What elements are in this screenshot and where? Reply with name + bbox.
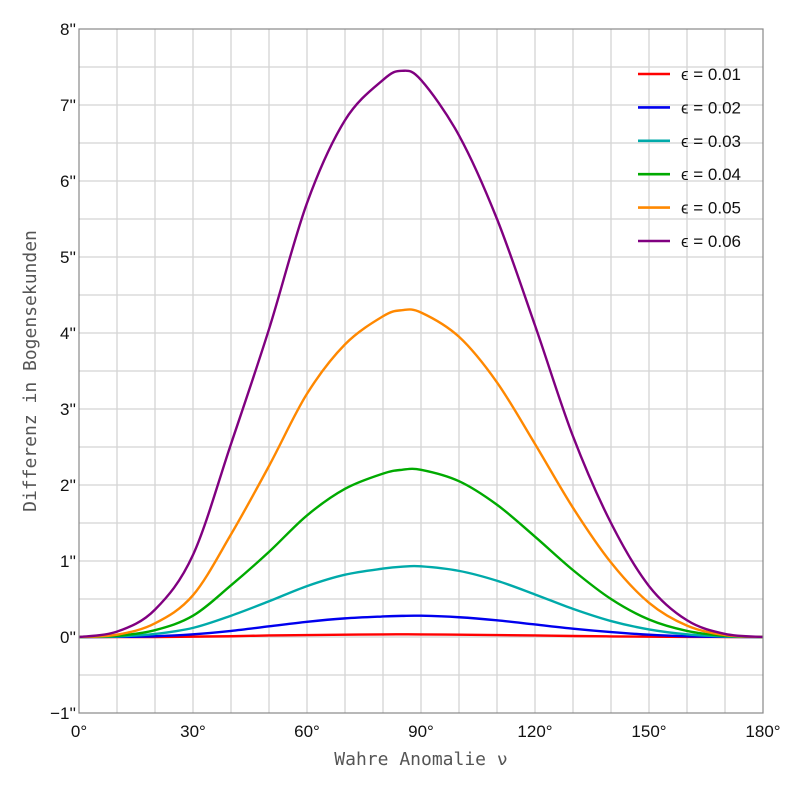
series-line: [79, 633, 764, 639]
series-line: [78, 308, 764, 639]
legend: ϵ = 0.01 ϵ = 0.02 ϵ = 0.03 ϵ = 0.04 ϵ = 0.05…: [638, 65, 741, 251]
y-axis-ticks: −1'' 0'' 1'' 2'' 3'' 4'' 5'' 6'' 7'' 8'': [50, 20, 76, 723]
y-tick-label: 5'': [60, 248, 76, 267]
series-line: [78, 467, 764, 639]
plot-frame: [78, 28, 764, 714]
series-lines: [78, 69, 764, 639]
legend-label: ϵ = 0.04: [681, 165, 741, 184]
y-tick-label: −1'': [50, 704, 76, 723]
x-tick-label: 120°: [517, 722, 552, 741]
y-tick-label: 8'': [60, 20, 76, 39]
series-line: [78, 614, 764, 639]
x-tick-label: 30°: [180, 722, 206, 741]
x-tick-label: 150°: [631, 722, 666, 741]
legend-label: ϵ = 0.01: [681, 65, 741, 84]
x-axis-ticks: 0° 30° 60° 90° 120° 150° 180°: [71, 722, 781, 741]
legend-label: ϵ = 0.03: [681, 132, 741, 151]
y-tick-label: 0'': [60, 628, 76, 647]
y-tick-label: 3'': [60, 400, 76, 419]
y-axis-label: Differenz in Bogensekunden: [20, 230, 41, 512]
legend-label: ϵ = 0.05: [681, 199, 741, 218]
y-tick-label: 6'': [60, 172, 76, 191]
x-tick-label: 180°: [745, 722, 780, 741]
y-tick-label: 2'': [60, 476, 76, 495]
series-line: [78, 69, 764, 639]
legend-label: ϵ = 0.02: [681, 98, 741, 117]
x-tick-label: 60°: [294, 722, 320, 741]
series-line: [78, 564, 764, 639]
legend-label: ϵ = 0.06: [681, 232, 741, 251]
y-tick-label: 4'': [60, 324, 76, 343]
x-tick-label: 0°: [71, 722, 87, 741]
x-axis-label: Wahre Anomalie ν: [334, 749, 507, 770]
y-tick-label: 1'': [60, 552, 76, 571]
y-tick-label: 7'': [60, 96, 76, 115]
x-tick-label: 90°: [408, 722, 434, 741]
